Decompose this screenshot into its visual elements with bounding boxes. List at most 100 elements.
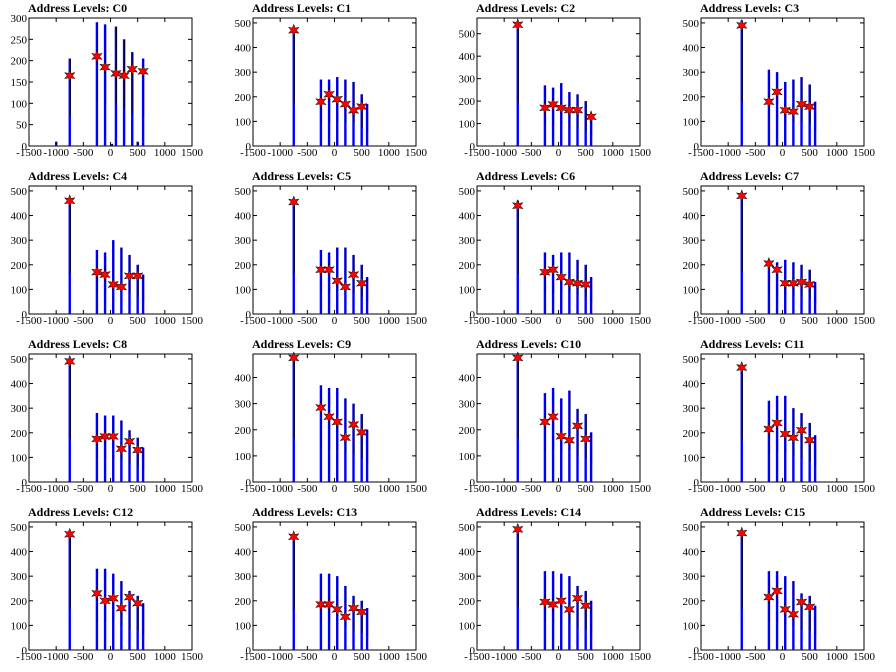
chart-title: Address Levels: C7 <box>700 169 799 183</box>
bar <box>813 435 817 482</box>
y-tick-label: 400 <box>459 547 476 559</box>
x-tick-label: -500 <box>745 315 766 327</box>
y-tick-label: 500 <box>235 186 252 198</box>
x-tick-label: -1000 <box>267 315 293 327</box>
bar <box>112 573 115 650</box>
y-tick-label: 0 <box>470 309 476 321</box>
x-tick-label: 1000 <box>826 147 849 159</box>
star-marker <box>563 103 576 117</box>
chart-title: Address Levels: C1 <box>252 1 351 15</box>
x-tick-label: 500 <box>353 651 370 663</box>
bar <box>560 573 563 650</box>
bar <box>775 395 779 482</box>
star-marker <box>355 425 368 440</box>
x-tick-label: -1000 <box>43 315 69 327</box>
star-marker <box>763 256 775 271</box>
star-marker <box>779 276 792 290</box>
x-tick-label: -1000 <box>715 315 741 327</box>
x-tick-label: -1500 <box>16 651 42 663</box>
star-marker <box>131 269 144 283</box>
y-tick-label: 400 <box>235 373 252 385</box>
chart-panel-c13: Address Levels: C13 0 100 200 300 400 500 -1500… <box>224 504 448 672</box>
y-tick-label: 500 <box>11 354 28 366</box>
bar <box>131 52 134 147</box>
star-marker <box>539 595 551 609</box>
x-tick-label: 0 <box>780 483 786 495</box>
bar <box>775 262 779 314</box>
chart-panel-c9: Address Levels: C9 0 100 200 300 400 -1500 -100… <box>224 336 448 504</box>
star-marker <box>355 276 368 290</box>
bar <box>141 274 145 314</box>
star-marker <box>107 591 120 606</box>
bar <box>95 568 99 650</box>
chart-svg-c6: Address Levels: C60100200300400500-1500-… <box>459 169 652 327</box>
star-marker <box>547 409 559 424</box>
chart-svg-c8: Address Levels: C80100200300400500-1500-… <box>11 337 204 495</box>
bar <box>589 432 593 482</box>
star-marker <box>803 433 816 447</box>
x-tick-label: 0 <box>780 147 786 159</box>
plot-frame <box>28 17 193 147</box>
chart-panel-c4: Address Levels: C4 0 100 200 300 400 500 -1500-… <box>0 168 224 336</box>
x-tick-label: 1500 <box>629 483 652 495</box>
bar <box>516 526 519 650</box>
y-tick-label: 100 <box>235 116 252 128</box>
x-tick-label: -1500 <box>464 147 490 159</box>
x-tick-label: -1000 <box>43 483 69 495</box>
y-tick-label: 400 <box>683 211 700 223</box>
star-marker <box>315 400 327 415</box>
x-tick-label: -500 <box>297 651 318 663</box>
bar <box>95 413 99 482</box>
star-marker <box>563 602 576 617</box>
plot-frame <box>252 17 417 147</box>
x-tick-label: 1000 <box>154 651 177 663</box>
x-tick-label: -1500 <box>16 147 42 159</box>
chart-title: Address Levels: C11 <box>700 337 804 351</box>
x-tick-label: 1500 <box>181 483 204 495</box>
y-tick-label: 200 <box>11 260 28 272</box>
star-marker <box>555 101 568 115</box>
y-tick-label: 100 <box>11 620 28 632</box>
y-tick-label: 200 <box>235 425 252 437</box>
star-marker <box>787 104 800 119</box>
y-tick-label: 400 <box>459 373 476 385</box>
y-tick-label: 300 <box>459 235 476 247</box>
star-marker <box>555 594 568 608</box>
star-marker <box>555 429 568 444</box>
star-marker <box>91 586 103 601</box>
x-tick-label: 1500 <box>181 651 204 663</box>
star-marker <box>331 415 344 429</box>
star-marker <box>339 280 352 294</box>
y-tick-label: 100 <box>235 451 252 463</box>
x-tick-label: -500 <box>73 483 94 495</box>
bar <box>740 193 743 314</box>
bar <box>551 254 555 314</box>
bar <box>319 385 323 482</box>
chart-svg-c12: Address Levels: C12 0 100 200 300 400 500 -1500… <box>11 505 204 663</box>
x-tick-label: -1500 <box>688 315 714 327</box>
x-tick-label: -1500 <box>688 651 714 663</box>
x-tick-label: 1000 <box>602 483 625 495</box>
star-marker <box>539 415 551 429</box>
bar <box>292 27 295 146</box>
x-tick-label: 500 <box>129 651 146 663</box>
y-tick-label: 0 <box>246 309 252 321</box>
star-marker <box>511 17 524 32</box>
x-tick-label: 0 <box>556 483 562 495</box>
chart-panel-c2: Address Levels: C2 0 100 200 300 400 500 -1500-… <box>448 0 672 168</box>
star-marker <box>735 18 748 33</box>
chart-panel-c0: Address Levels: C0 0 50 100 150 200 250 300 -150… <box>0 0 224 168</box>
bar <box>136 437 139 482</box>
bar <box>319 250 323 314</box>
x-tick-label: 1500 <box>405 147 428 159</box>
y-tick-label: 500 <box>459 186 476 198</box>
star-marker <box>579 432 592 446</box>
bar <box>584 590 587 650</box>
chart-svg-c15: Address Levels: C15 0 100 200 300 400 500 -1500… <box>683 505 876 663</box>
y-tick-label: 100 <box>11 452 28 464</box>
star-marker <box>331 274 344 288</box>
bar <box>576 408 579 482</box>
star-marker <box>771 584 783 598</box>
bar <box>365 429 369 482</box>
x-tick-label: 500 <box>801 483 818 495</box>
